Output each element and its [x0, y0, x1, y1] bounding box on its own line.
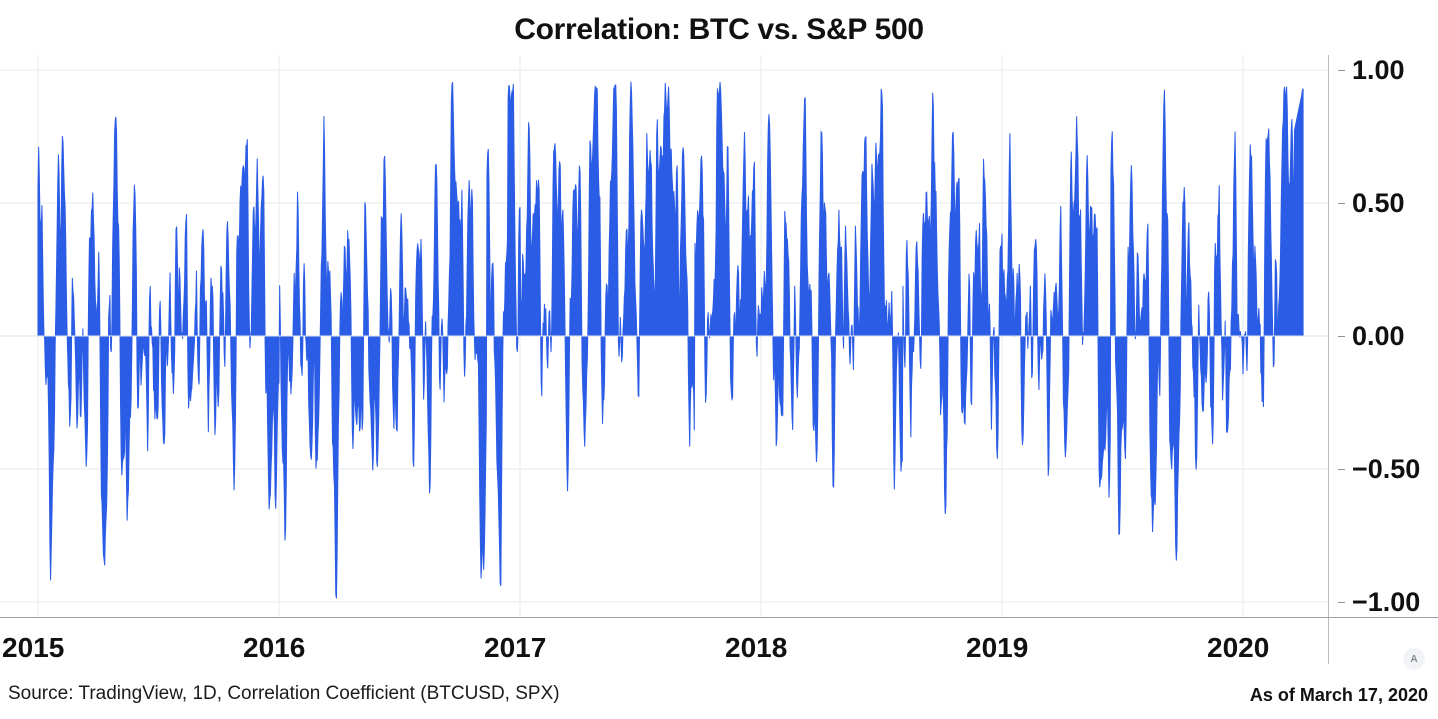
page-title: Correlation: BTC vs. S&P 500 — [514, 13, 924, 46]
x-tick-label: 2015 — [2, 632, 65, 663]
y-tick-mark — [1338, 203, 1345, 204]
y-axis-labels: 1.00 0.50 0.00 −0.50 −1.00 — [1338, 55, 1438, 617]
x-tick-label: 2019 — [966, 632, 1029, 663]
y-tick-mark — [1338, 336, 1345, 337]
as-of-note: As of March 17, 2020 — [1249, 685, 1428, 705]
plot-area — [0, 55, 1328, 617]
autoscale-icon[interactable]: A — [1403, 648, 1425, 670]
y-tick-label: −0.50 — [1352, 454, 1421, 484]
y-axis-line — [1328, 55, 1329, 664]
correlation-area-chart — [0, 55, 1328, 617]
series-area-correlation-coefficient — [37, 81, 1304, 599]
y-tick-label: −1.00 — [1352, 587, 1421, 617]
y-tick-mark — [1338, 70, 1345, 71]
y-tick-mark — [1338, 602, 1345, 603]
x-tick-label: 2020 — [1207, 632, 1270, 663]
x-axis-labels: 2015 2016 2017 2018 2019 2020 — [0, 634, 1438, 676]
y-tick-label: 0.00 — [1352, 321, 1405, 351]
x-tick-label: 2016 — [243, 632, 306, 663]
x-tick-label: 2017 — [484, 632, 547, 663]
source-note: Source: TradingView, 1D, Correlation Coe… — [8, 683, 560, 704]
y-tick-mark — [1338, 469, 1345, 470]
x-tick-label: 2018 — [725, 632, 788, 663]
y-tick-label: 0.50 — [1352, 188, 1405, 218]
x-axis-line — [0, 617, 1438, 618]
footer: Source: TradingView, 1D, Correlation Coe… — [0, 681, 1438, 719]
y-tick-label: 1.00 — [1352, 55, 1405, 85]
